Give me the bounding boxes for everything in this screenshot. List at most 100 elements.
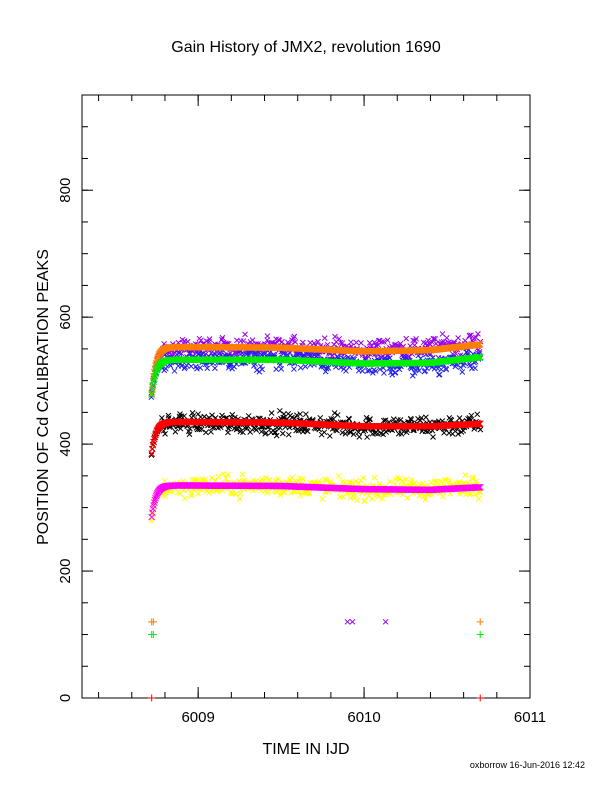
raw-point [436, 371, 443, 378]
raw-point [430, 335, 437, 342]
raw-point [443, 334, 450, 341]
axis-ticks [82, 94, 531, 699]
raw-point [410, 337, 416, 344]
raw-point [376, 480, 383, 487]
raw-point [219, 334, 226, 341]
raw-point [206, 336, 213, 342]
raw-point [371, 339, 378, 346]
raw-point [335, 473, 342, 479]
raw-point [209, 412, 215, 419]
fit-point [150, 499, 158, 506]
fit-point [150, 435, 158, 443]
raw-point [297, 492, 304, 499]
raw-point [297, 411, 304, 417]
raw-point [220, 470, 226, 477]
raw-point [407, 415, 414, 422]
raw-point [353, 339, 360, 346]
outlier-point [382, 618, 389, 625]
raw-point [167, 362, 174, 369]
raw-point [382, 417, 389, 424]
raw-point [188, 491, 195, 497]
raw-point [302, 411, 309, 418]
fit-point [151, 433, 159, 441]
raw-point [257, 363, 264, 370]
raw-point [300, 352, 307, 358]
raw-point [397, 475, 404, 482]
raw-point [325, 365, 332, 371]
raw-point [237, 338, 244, 344]
raw-point [416, 367, 422, 374]
raw-point [148, 452, 155, 459]
raw-point [223, 475, 229, 482]
raw-point [472, 365, 478, 372]
raw-point [169, 489, 175, 496]
raw-point [421, 493, 427, 500]
raw-point [372, 368, 379, 374]
x-tick-label: 6009 [181, 709, 214, 726]
raw-point [291, 333, 298, 340]
raw-point [354, 497, 360, 504]
raw-point [446, 430, 452, 436]
raw-point [443, 366, 450, 373]
raw-point [263, 475, 269, 481]
raw-point [337, 339, 344, 346]
raw-point [239, 471, 246, 478]
raw-point [476, 349, 483, 355]
raw-point [159, 415, 165, 421]
raw-point [475, 331, 481, 337]
raw-point [289, 475, 296, 481]
raw-point [263, 430, 269, 436]
raw-point [422, 496, 429, 503]
raw-point [204, 365, 211, 372]
y-tick-label: 200 [57, 559, 74, 584]
raw-point [294, 412, 300, 419]
raw-point [346, 416, 353, 423]
raw-point [321, 429, 328, 436]
raw-point [278, 365, 285, 372]
raw-point [194, 477, 201, 484]
raw-point [462, 472, 469, 478]
raw-point [186, 350, 193, 357]
raw-point [334, 412, 341, 418]
outlier-point [148, 694, 156, 702]
raw-point [182, 495, 188, 502]
raw-point [371, 474, 378, 481]
raw-point [358, 340, 364, 346]
raw-point [187, 425, 193, 432]
fit-point [151, 496, 159, 504]
raw-point [316, 426, 323, 433]
raw-point [258, 428, 265, 435]
raw-point [428, 338, 435, 345]
raw-point [194, 365, 200, 372]
raw-point [472, 491, 479, 498]
raw-point [427, 479, 434, 486]
raw-point [321, 335, 328, 341]
raw-point [438, 366, 445, 373]
raw-point [462, 337, 469, 344]
raw-point [212, 365, 218, 372]
fit-point [151, 372, 159, 380]
raw-point [381, 339, 387, 345]
raw-point [276, 407, 283, 414]
raw-point [367, 416, 373, 422]
raw-point [399, 478, 405, 485]
raw-point [418, 415, 425, 421]
raw-point [443, 365, 449, 372]
raw-point [196, 426, 203, 433]
raw-point [364, 434, 370, 440]
raw-point [380, 417, 387, 424]
outlier-point [349, 618, 356, 625]
raw-point [379, 495, 386, 502]
raw-point [315, 352, 321, 359]
raw-point [162, 431, 168, 437]
raw-point [449, 431, 456, 437]
raw-point [470, 474, 476, 481]
raw-point [217, 424, 224, 431]
outlier-point [344, 618, 351, 625]
raw-point [300, 476, 306, 482]
footer-timestamp: oxborrow 16-Jun-2016 12:42 [470, 760, 585, 770]
raw-point [285, 431, 292, 438]
raw-point [441, 429, 447, 436]
raw-point [299, 339, 306, 346]
raw-point [184, 338, 191, 345]
